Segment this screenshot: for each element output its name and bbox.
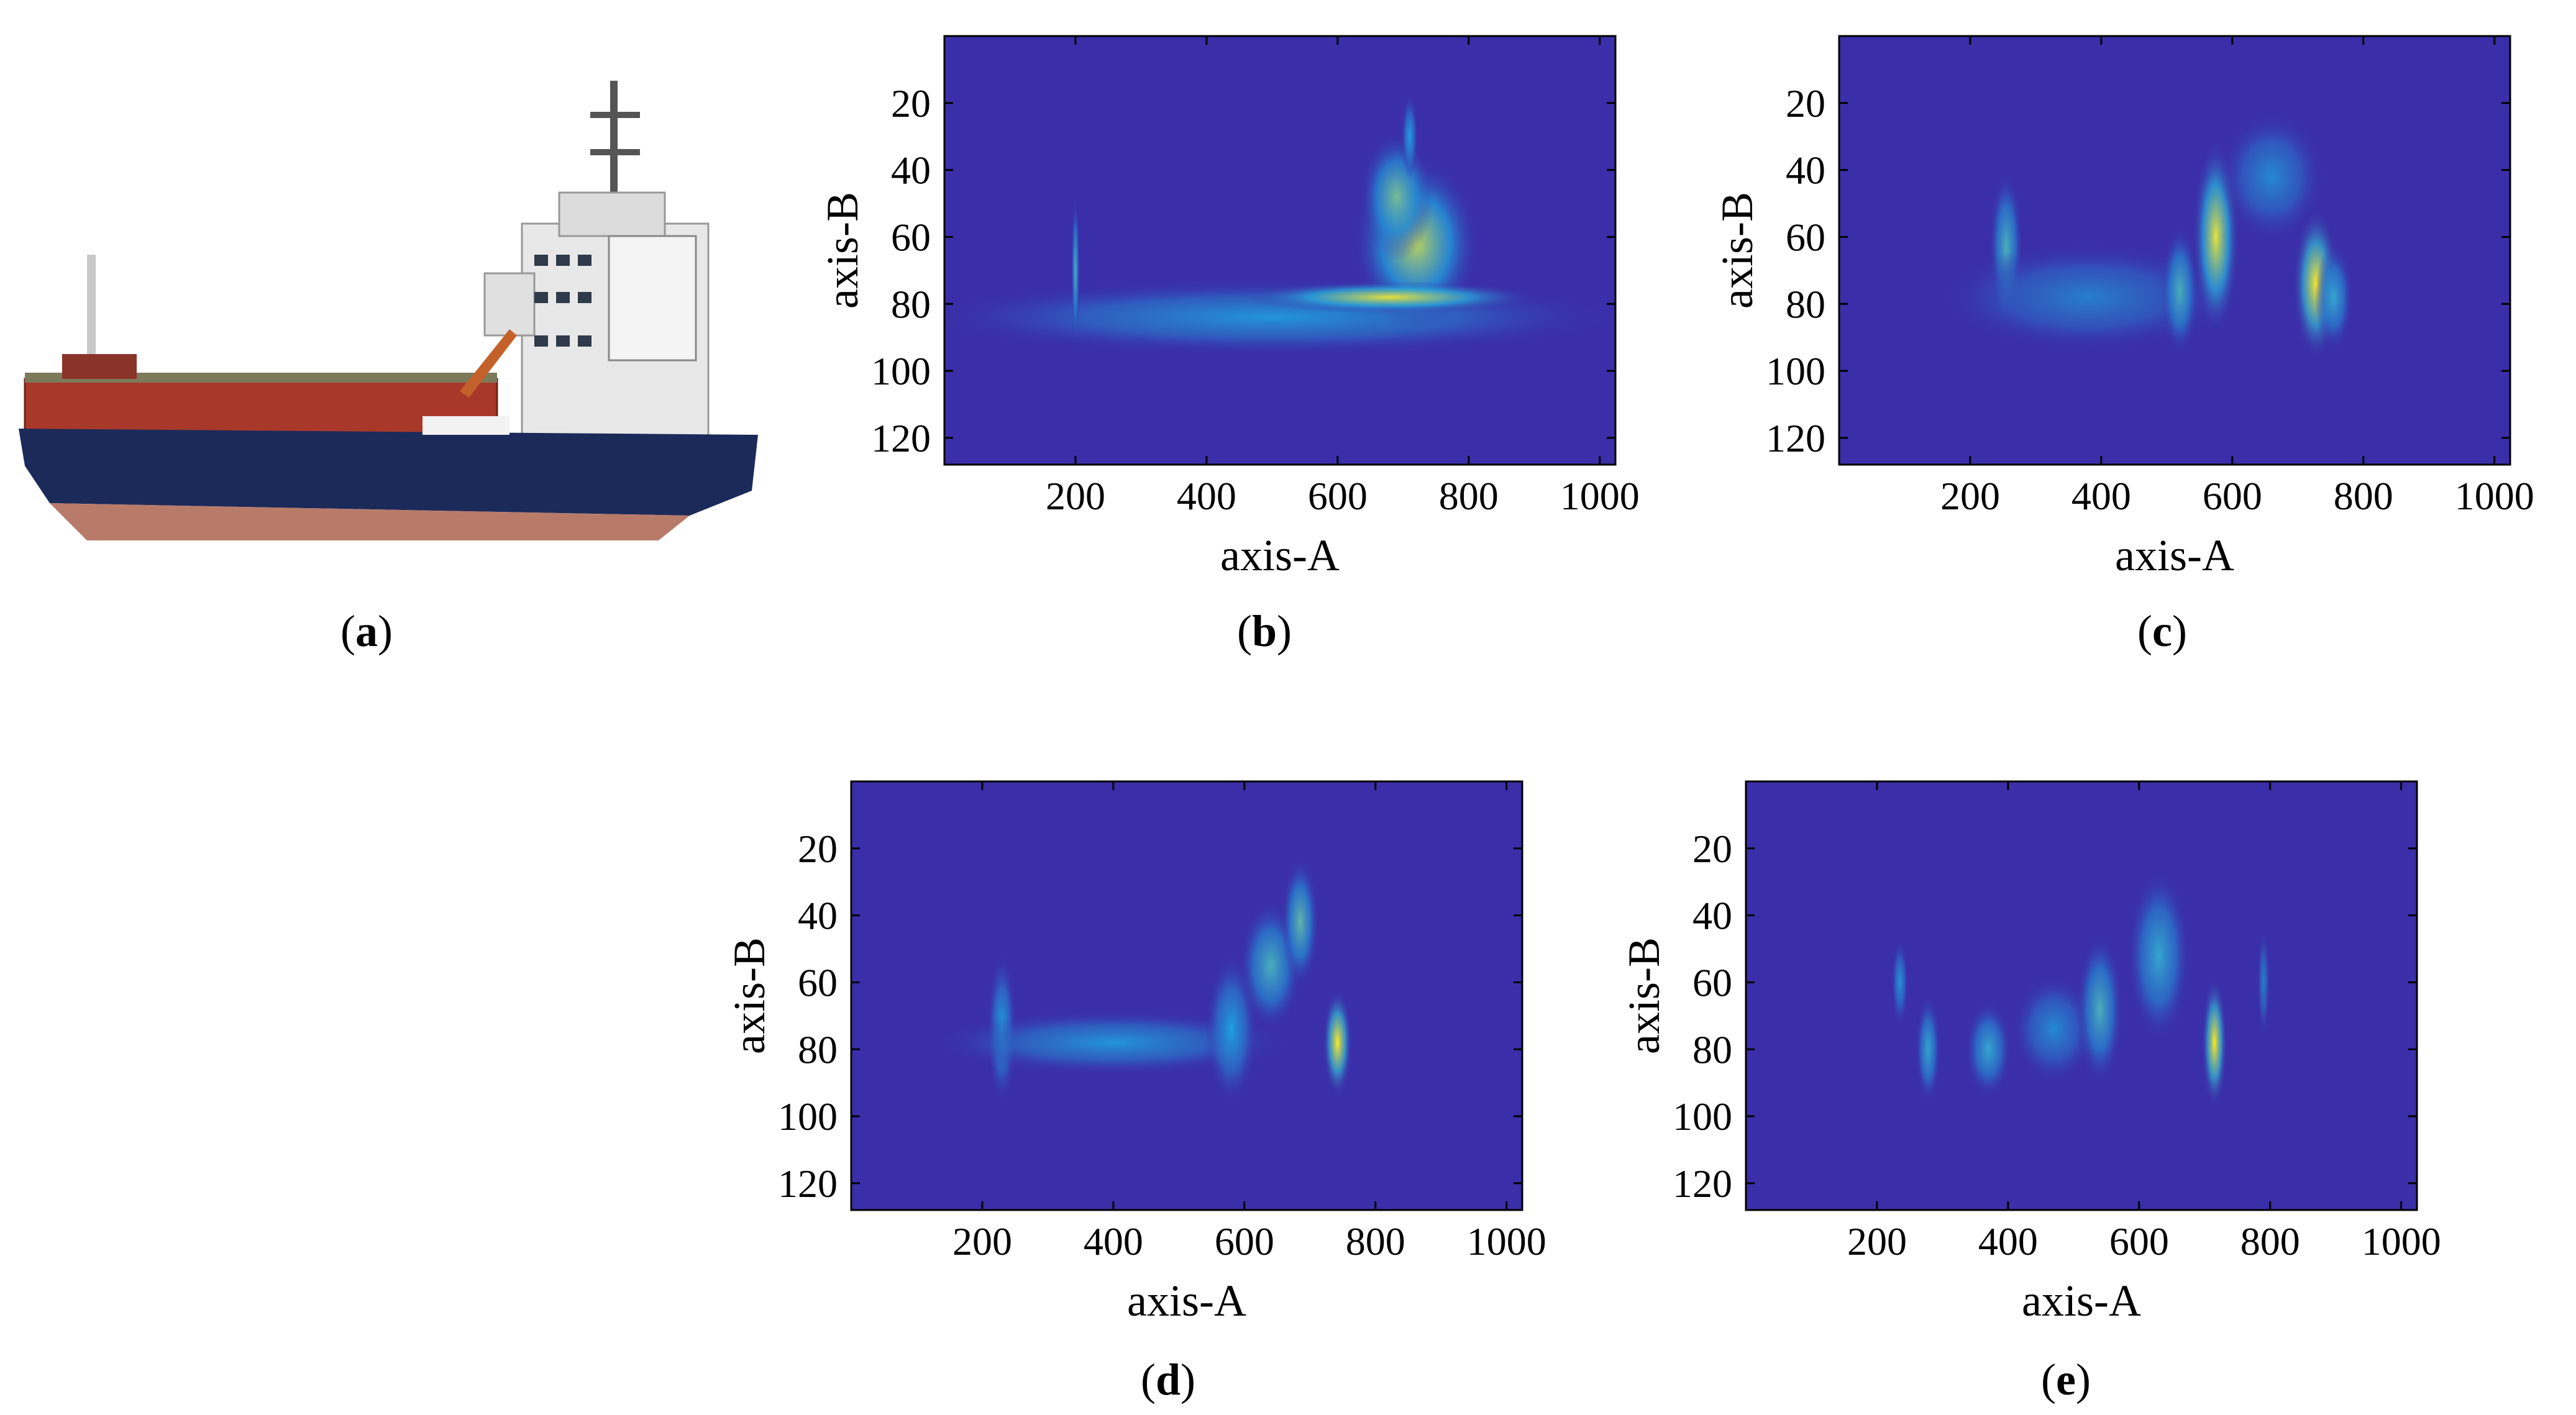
x-tick-label: 1000 bbox=[1560, 474, 1640, 518]
x-tick-label: 600 bbox=[2203, 474, 2262, 518]
y-tick-label: 20 bbox=[798, 827, 838, 871]
y-tick-label: 80 bbox=[1786, 282, 1825, 326]
heatmap-blob bbox=[1359, 132, 1433, 262]
heatmap-blob bbox=[1322, 989, 1353, 1096]
heatmap-blob bbox=[2219, 112, 2324, 241]
x-tick-label: 200 bbox=[952, 1219, 1012, 1263]
x-axis-label: axis-A bbox=[1220, 530, 1340, 580]
x-tick-label: 400 bbox=[1177, 474, 1236, 518]
y-tick-label: 60 bbox=[1692, 960, 1732, 1004]
x-axis-label: axis-A bbox=[1127, 1276, 1246, 1326]
y-tick-label: 20 bbox=[1692, 827, 1732, 871]
y-tick-label: 100 bbox=[1766, 349, 1825, 393]
x-axis-label: axis-A bbox=[2115, 530, 2234, 580]
heatmap-blob bbox=[2314, 243, 2353, 351]
y-tick-label: 60 bbox=[1786, 215, 1825, 259]
chart-b: 200 400 600 800 1000 20 40 60 80 100 120 axis-A axis… bbox=[818, 35, 1640, 580]
y-tick-label: 60 bbox=[891, 215, 931, 259]
y-tick-label: 100 bbox=[778, 1094, 838, 1139]
y-axis-label: axis-B bbox=[1715, 192, 1762, 309]
heatmap-blob bbox=[2127, 870, 2191, 1042]
x-tick-label: 800 bbox=[1346, 1219, 1405, 1263]
y-tick-label: 40 bbox=[891, 148, 931, 193]
heatmap-blob bbox=[1281, 857, 1319, 986]
x-tick-label: 1000 bbox=[2455, 474, 2534, 518]
y-tick-label: 100 bbox=[1673, 1094, 1732, 1139]
y-tick-label: 40 bbox=[1786, 148, 1825, 193]
heatmap-blob bbox=[2076, 934, 2123, 1085]
panel-d-chart: 200 400 600 800 1000 20 40 60 80 100 120 axis-A axis… bbox=[724, 770, 1597, 1342]
y-axis-label: axis-B bbox=[1622, 937, 1669, 1054]
heatmap-blob bbox=[2161, 226, 2199, 355]
x-tick-label: 400 bbox=[1084, 1219, 1143, 1263]
heatmap-blob bbox=[2257, 929, 2270, 1036]
y-tick-label: 40 bbox=[1692, 894, 1732, 938]
plot-frame bbox=[1838, 35, 2511, 466]
panel-a-ship-photo bbox=[12, 68, 770, 540]
y-tick-label: 100 bbox=[871, 349, 931, 393]
y-tick-label: 120 bbox=[1673, 1162, 1732, 1206]
panel-e-chart: 200 400 600 800 1000 20 40 60 80 100 120 axis-A axis… bbox=[1619, 770, 2492, 1342]
y-axis-label: axis-B bbox=[727, 937, 774, 1054]
heatmap-blobs bbox=[944, 93, 1615, 355]
y-tick-label: 120 bbox=[871, 416, 931, 460]
plot-frame bbox=[850, 780, 1523, 1211]
x-tick-label: 800 bbox=[2240, 1219, 2300, 1263]
panel-c-chart: 200 400 600 800 1000 20 40 60 80 100 120 axis-A axis… bbox=[1712, 25, 2576, 596]
caption-a: (a) bbox=[340, 606, 393, 656]
y-axis-label: axis-B bbox=[820, 192, 867, 309]
heatmap-blobs bbox=[1891, 870, 2270, 1107]
y-tick-label: 80 bbox=[891, 282, 931, 326]
y-tick-label: 20 bbox=[891, 81, 931, 125]
y-tick-label: 60 bbox=[798, 960, 838, 1004]
heatmap-blob bbox=[1243, 281, 1537, 314]
heatmap-blob bbox=[1891, 939, 1909, 1026]
y-tick-label: 80 bbox=[1692, 1027, 1732, 1071]
heatmap-blob bbox=[2201, 978, 2227, 1107]
caption-c: (c) bbox=[2137, 606, 2187, 656]
chart-e: 200 400 600 800 1000 20 40 60 80 100 120 axis-A axis… bbox=[1619, 780, 2441, 1326]
x-tick-label: 400 bbox=[2071, 474, 2131, 518]
caption-e: (e) bbox=[2041, 1355, 2091, 1404]
chart-d: 200 400 600 800 1000 20 40 60 80 100 120 axis-A axis… bbox=[724, 780, 1546, 1326]
heatmap-blobs bbox=[1941, 112, 2353, 359]
x-tick-label: 600 bbox=[1308, 474, 1368, 518]
y-tick-label: 80 bbox=[798, 1027, 838, 1071]
x-tick-label: 600 bbox=[1215, 1219, 1274, 1263]
plot-frame bbox=[1745, 780, 2418, 1211]
heatmap-blob bbox=[1915, 996, 1941, 1103]
x-tick-label: 1000 bbox=[2362, 1219, 2441, 1263]
heatmap-blob bbox=[1071, 195, 1080, 346]
x-tick-label: 800 bbox=[2334, 474, 2393, 518]
y-tick-label: 40 bbox=[798, 894, 838, 938]
x-tick-label: 1000 bbox=[1467, 1219, 1546, 1263]
x-tick-label: 800 bbox=[1439, 474, 1499, 518]
x-axis-label: axis-A bbox=[2022, 1276, 2141, 1326]
plot-background bbox=[851, 781, 1522, 1210]
x-tick-label: 200 bbox=[1940, 474, 2000, 518]
heatmap-blob bbox=[1965, 1001, 2012, 1098]
heatmap-blob bbox=[935, 1010, 1292, 1075]
x-tick-label: 600 bbox=[2109, 1219, 2169, 1263]
plot-background bbox=[944, 36, 1615, 465]
ship-image bbox=[19, 81, 758, 540]
heatmap-blobs bbox=[935, 857, 1353, 1104]
chart-c: 200 400 600 800 1000 20 40 60 80 100 120 axis-A axis… bbox=[1712, 35, 2534, 580]
x-tick-label: 200 bbox=[1046, 474, 1105, 518]
heatmap-blob bbox=[1941, 243, 2236, 351]
caption-d: (d) bbox=[1140, 1355, 1195, 1404]
heatmap-blob bbox=[2012, 975, 2096, 1083]
y-tick-label: 120 bbox=[778, 1162, 838, 1206]
heatmap-blob bbox=[1401, 93, 1418, 180]
x-tick-label: 400 bbox=[1978, 1219, 2038, 1263]
plot-frame bbox=[943, 35, 1617, 466]
x-tick-label: 200 bbox=[1847, 1219, 1907, 1263]
caption-b: (b) bbox=[1236, 606, 1292, 656]
panel-b-chart: 200 400 600 800 1000 20 40 60 80 100 120 axis-A axis… bbox=[818, 25, 1690, 596]
y-tick-label: 120 bbox=[1766, 416, 1825, 460]
y-tick-label: 20 bbox=[1786, 81, 1825, 125]
